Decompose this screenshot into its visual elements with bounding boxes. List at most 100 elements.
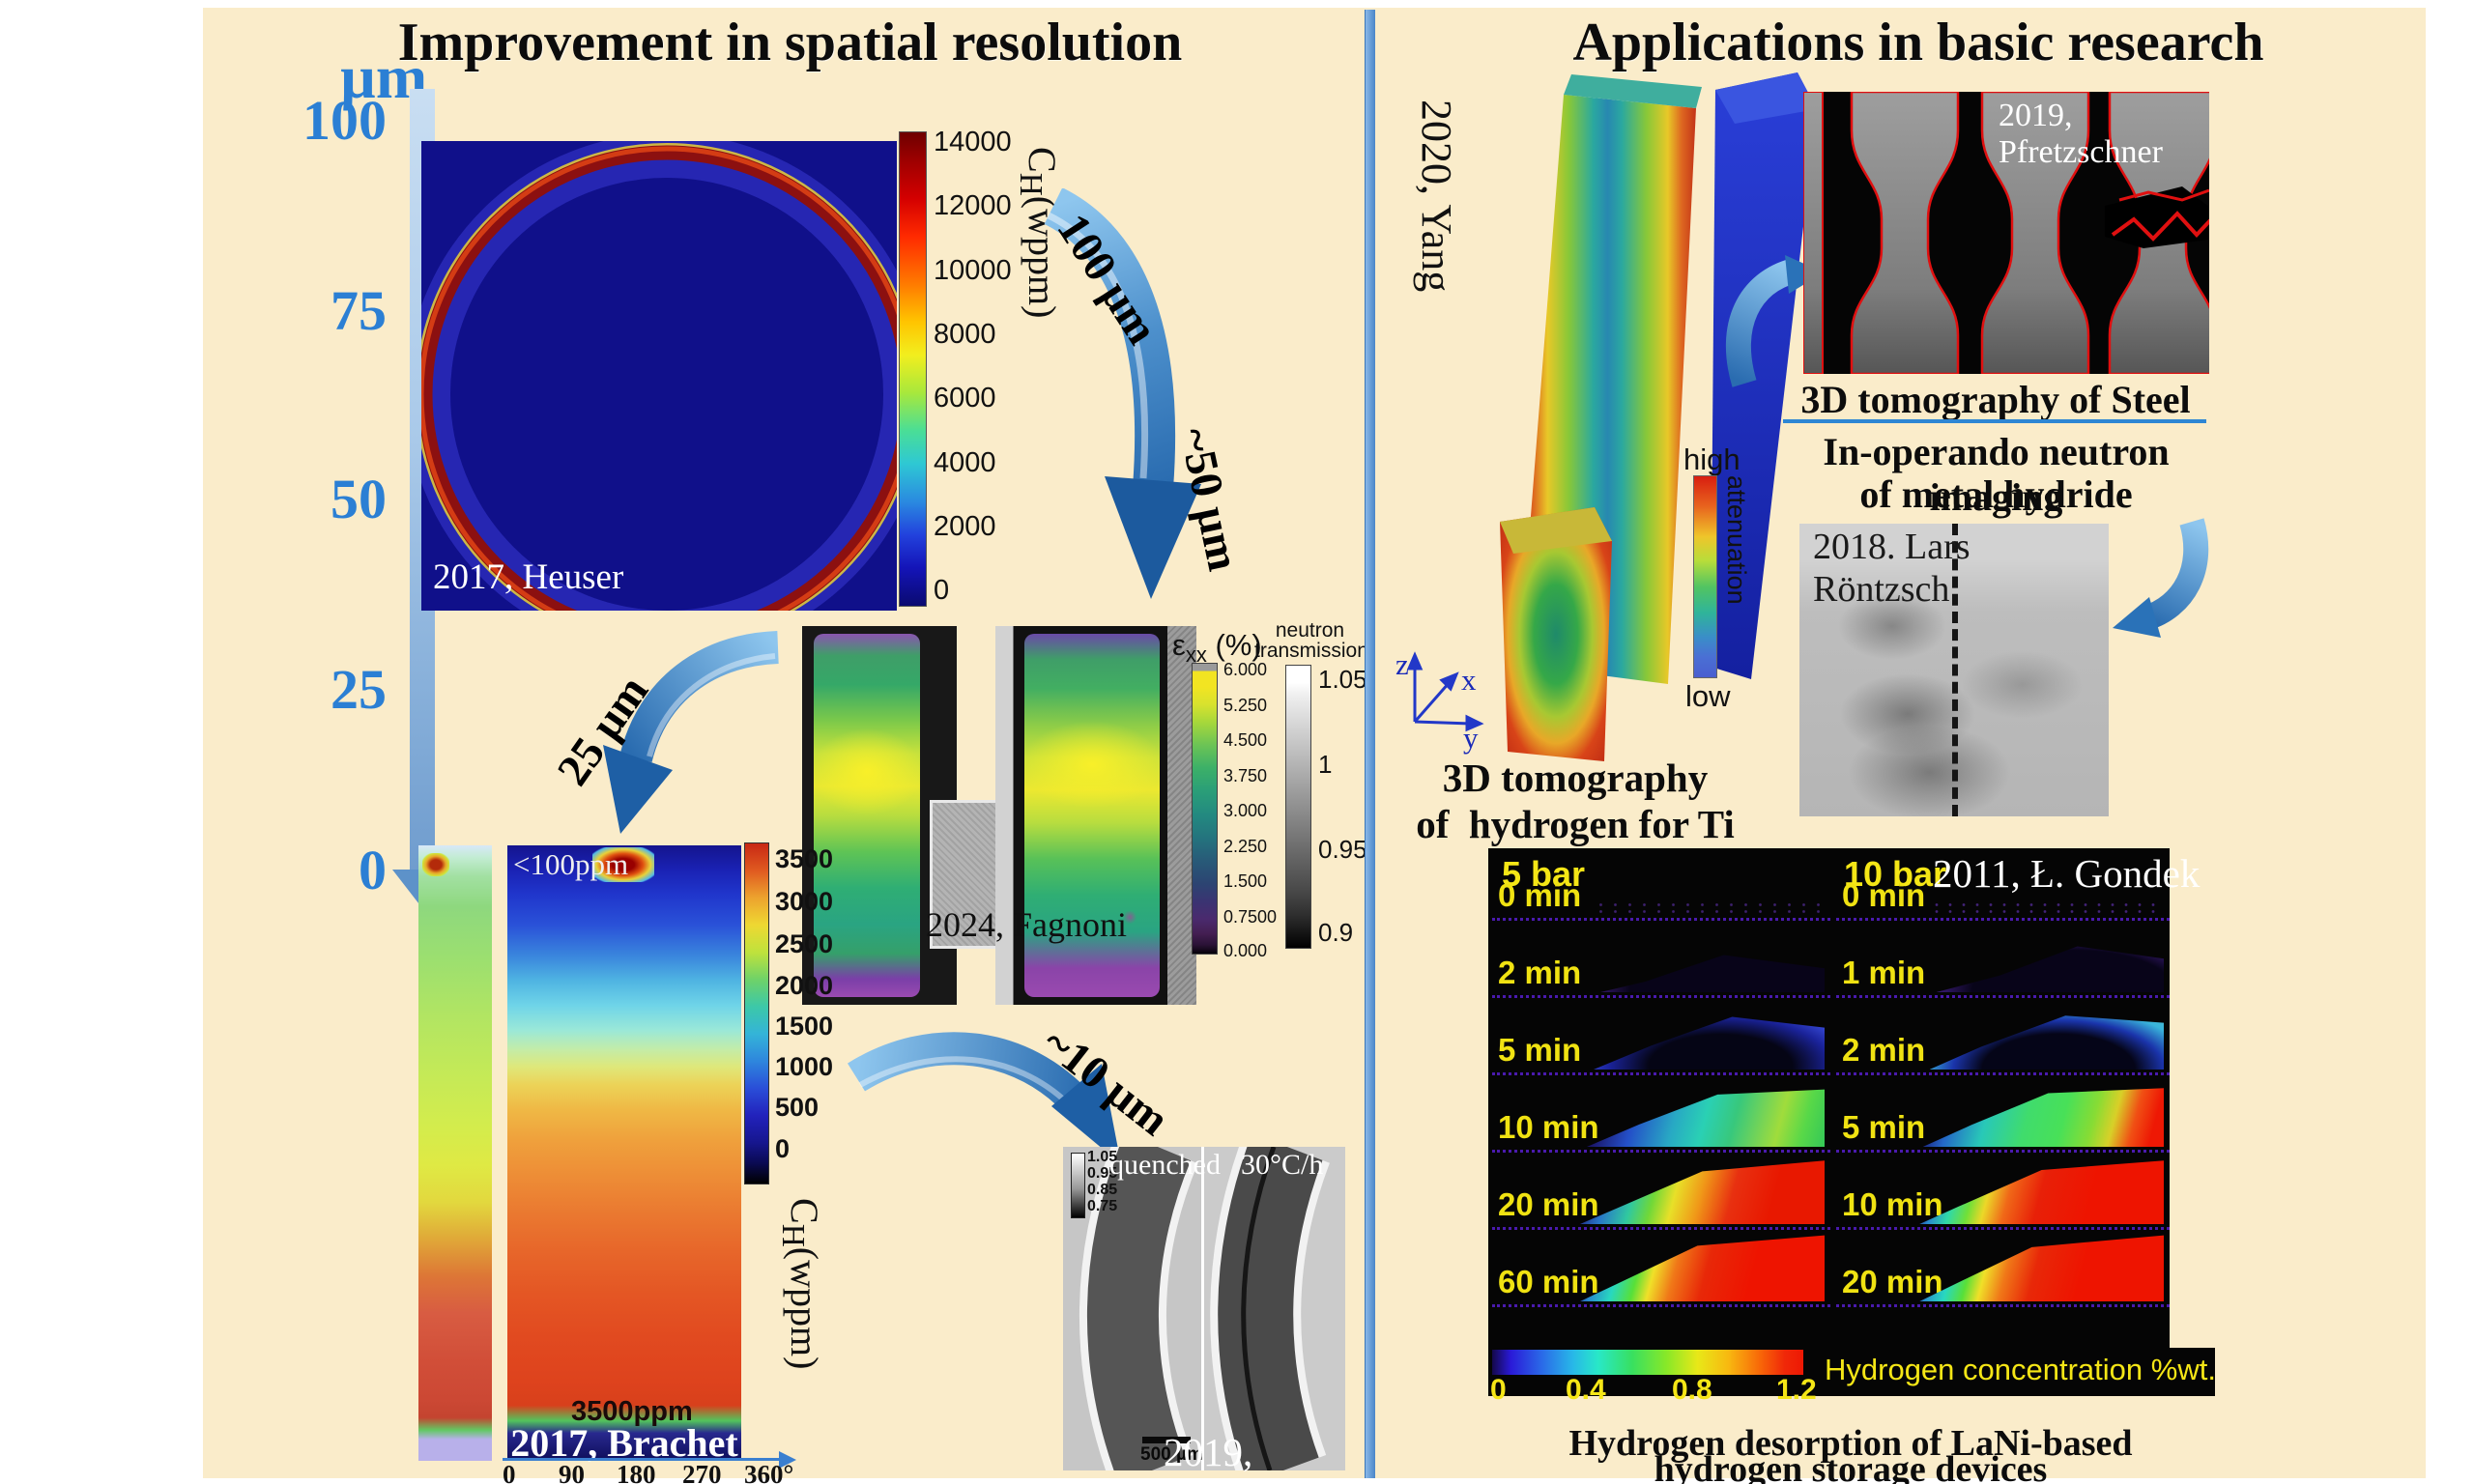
- gondek-row-5bar-10min: 10 min: [1492, 1072, 1830, 1153]
- strain-colorbar: [1192, 663, 1218, 955]
- sample-wedge: [1919, 1235, 2164, 1301]
- strain-cb-tick: 0.7500: [1223, 907, 1278, 927]
- gong-label-cooling-rate: 30°C/h: [1241, 1149, 1324, 1181]
- transmission-colorbar-title: neutron transmission: [1254, 619, 1368, 662]
- gondek-credit: 2011, Ł. Gondek: [1933, 851, 2201, 896]
- gondek-row-5bar-60min: 60 min: [1492, 1227, 1830, 1307]
- axis-z-label: z: [1395, 647, 1409, 681]
- time-label: 5 min: [1842, 1109, 1926, 1145]
- gondek-caption-line2: hydrogen storage devices: [1654, 1449, 2048, 1484]
- brachet-cb-tick: 3500: [775, 844, 834, 873]
- brachet-xaxis-line: [503, 1458, 779, 1461]
- brachet-anno-mid: 3500ppm: [571, 1396, 693, 1427]
- brachet-strip-image: [418, 845, 492, 1461]
- gondek-row-10bar-10min: 10 min: [1836, 1150, 2170, 1230]
- strain-cb-tick: 6.000: [1223, 660, 1268, 679]
- transmission-colorbar: [1285, 665, 1311, 949]
- brachet-strip-hotspot: [422, 853, 449, 876]
- gondek-row-5bar-5min: 5 min: [1492, 995, 1830, 1075]
- gong-cb-tick: 0.85: [1087, 1182, 1118, 1198]
- axis-x-label: x: [1461, 663, 1477, 697]
- brachet-credit: 2017, Brachet: [510, 1421, 738, 1465]
- gondek-row-5bar-0min: 0 min: [1492, 841, 1830, 921]
- heuser-colorbar: [899, 131, 927, 607]
- time-label: 5 min: [1498, 1032, 1582, 1068]
- trans-cb-tick: 1.05: [1318, 665, 1367, 694]
- gong-band-left: [1079, 1147, 1198, 1470]
- gondek-colorbar-strip-ext: [2170, 1348, 2215, 1396]
- fagnoni-specimen-right: [1024, 634, 1160, 997]
- gondek-row-10bar-0min: 0 min: [1836, 841, 2170, 921]
- inoperando-line2: of metal hydride composites: [1859, 472, 2133, 561]
- fagnoni-credit: 2024, Fagnoni: [926, 905, 1128, 944]
- brachet-image: <100ppm 3500ppm 2017, Brachet: [507, 845, 741, 1465]
- heuser-credit: 2017, Heuser: [433, 557, 624, 597]
- sample-wedge: [1922, 1088, 2164, 1147]
- scale-tick-0: 0: [359, 839, 387, 901]
- yang-3d-graphic: [1500, 72, 1817, 761]
- heuser-cb-tick: 2000: [934, 511, 996, 542]
- hydrogen-cb-tick: 0.8: [1672, 1374, 1712, 1406]
- brachet-x-tick: 90: [559, 1460, 585, 1484]
- time-label: 20 min: [1498, 1186, 1599, 1222]
- heuser-image: 2017, Heuser: [421, 141, 897, 611]
- brachet-cb-tick: 2000: [775, 971, 834, 1000]
- brachet-anno-top: <100ppm: [513, 847, 629, 881]
- heuser-cb-tick: 10000: [934, 255, 1012, 286]
- scale-tick-25: 25: [331, 658, 387, 721]
- scale-tick-75: 75: [331, 279, 387, 342]
- attenuation-label: attenuation: [1722, 475, 1751, 605]
- brachet-x-tick: 270: [682, 1460, 722, 1484]
- strain-colorbar-title: εxx (%): [1172, 628, 1262, 668]
- heuser-cb-tick: 14000: [934, 127, 1012, 157]
- left-panel-title: Improvement in spatial resolution: [397, 13, 1183, 72]
- gondek-row-10bar-5min: 5 min: [1836, 1072, 2170, 1153]
- gong-label-quenched: quenched: [1109, 1149, 1221, 1181]
- fagnoni-specimen-left: [814, 634, 920, 997]
- gondek-row-5bar-2min: 2 min: [1492, 918, 1830, 998]
- inoperando-line1: In-operando neutron imaging: [1823, 430, 2170, 519]
- hydrogen-cb-tick: 0.4: [1566, 1374, 1606, 1406]
- strain-cb-tick: 5.250: [1223, 696, 1268, 715]
- attenuation-high-label: high: [1683, 442, 1740, 476]
- sample-wedge: [1594, 901, 1825, 915]
- strain-cb-tick: 2.250: [1223, 837, 1268, 856]
- sample-wedge: [1929, 901, 2164, 915]
- sample-wedge: [1580, 1160, 1825, 1224]
- roentzsch-dashed-line: [1952, 524, 1958, 816]
- hydrogen-cb-label: Hydrogen concentration %wt.: [1825, 1353, 2216, 1386]
- gong-mini-colorbar: [1071, 1153, 1085, 1218]
- fagnoni-panel-right: [995, 626, 1196, 1005]
- gondek-col-left-label: 5 bar: [1502, 854, 1586, 894]
- gondek-col-right-label: 10 bar: [1844, 854, 1947, 894]
- trans-cb-tick: 1: [1318, 750, 1333, 779]
- hydrogen-colorbar: [1492, 1350, 1803, 1375]
- gong-image: 1.05 0.95 0.85 0.75 quenched 30°C/h 500 …: [1063, 1147, 1345, 1484]
- brachet-cb-tick: 2500: [775, 929, 834, 958]
- brachet-cb-tick: 1000: [775, 1052, 834, 1081]
- time-label: 1 min: [1842, 955, 1926, 990]
- time-label: 0 min: [1842, 877, 1926, 913]
- right-panel-title: Applications in basic research: [1572, 13, 2264, 72]
- sample-wedge: [1580, 1235, 1825, 1301]
- attenuation-low-label: low: [1685, 679, 1731, 713]
- gondek-row-10bar-1min: 1 min: [1836, 918, 2170, 998]
- time-label: 10 min: [1842, 1186, 1943, 1222]
- sample-wedge: [1929, 1015, 2164, 1070]
- pfretzschner-credit: 2019, Pfretzschner: [1999, 98, 2163, 170]
- heuser-cb-tick: 4000: [934, 447, 996, 478]
- trans-cb-tick: 0.9: [1318, 918, 1354, 947]
- gong-cb-tick: 0.95: [1087, 1165, 1118, 1182]
- strain-cb-tick: 3.000: [1223, 801, 1268, 820]
- trans-cb-tick: 0.95: [1318, 835, 1367, 864]
- arrow-to-roentzsch-icon: [2113, 518, 2209, 638]
- brachet-cb-tick: 0: [775, 1134, 791, 1163]
- gong-scalebar-label: 500 µm: [1140, 1444, 1203, 1465]
- heuser-cb-tick: 6000: [934, 383, 996, 414]
- pfretzschner-image: 2019, Pfretzschner: [1803, 92, 2209, 374]
- brachet-x-tick: 180: [617, 1460, 656, 1484]
- strain-cb-tick: 3.750: [1223, 766, 1268, 785]
- gondek-row-10bar-20min: 20 min: [1836, 1227, 2170, 1307]
- scale-tick-100: 100: [302, 89, 387, 152]
